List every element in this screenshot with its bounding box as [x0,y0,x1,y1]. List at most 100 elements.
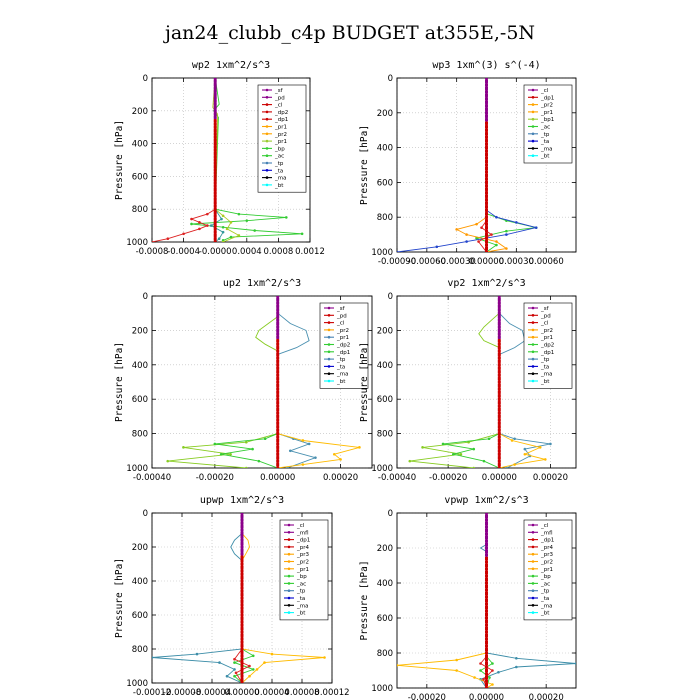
trunk-marker [213,237,217,241]
y-tick-label: 600 [377,395,393,405]
figure-title: jan24_clubb_c4p BUDGET at355E,-5N [163,22,535,44]
trunk-marker [485,513,488,515]
trunk-marker [213,96,217,100]
trunk-marker [240,633,244,637]
trunk-marker [276,308,280,312]
trunk-marker [213,142,217,146]
series-point-steelblue [233,668,236,671]
trunk-marker [485,233,488,237]
trunk-marker [485,135,488,139]
panel-title: wp3 1xm^(3) s^(-4) [432,60,540,71]
x-tick-label: 0.00012 [314,688,349,698]
legend-marker [327,350,331,354]
trunk-marker [213,89,217,93]
legend-box [523,519,573,621]
trunk-marker [213,165,217,169]
series-point-green [488,676,491,679]
trunk-marker [276,456,280,460]
trunk-marker [240,513,244,515]
series-point-blue [495,215,498,219]
series-point-red [233,657,236,661]
series-point-yellowgreen [421,446,424,449]
trunk-marker [485,184,488,188]
y-tick-label: 600 [132,172,148,182]
legend-marker [287,596,291,600]
trunk-marker [485,630,488,634]
series-line-green [214,296,279,468]
legend-marker [531,611,535,614]
series-point-red [152,240,154,242]
y-tick-label: 0 [388,292,393,302]
series-point-yellowgreen [244,440,248,444]
legend-entry: _pr1 [274,125,287,131]
trunk-marker [485,564,488,567]
series-point-green [495,243,498,247]
legend-marker [531,379,535,383]
series-point-green [491,662,494,665]
trunk-marker [485,662,488,665]
trunk-marker [485,173,488,177]
trunk-marker [485,114,488,118]
x-tick-label: 0.0008 [264,247,294,257]
x-tick-label: -0.00030 [438,257,476,267]
legend-entry: _ta [274,168,283,174]
legend-entry: _pd [540,313,551,319]
series-line-orange [277,296,360,468]
series-point-green [285,216,288,219]
trunk-marker [485,606,488,609]
y-tick-label: 600 [132,611,148,621]
trunk-marker [240,627,244,631]
trunk-marker [276,296,280,298]
legend-marker [531,574,535,578]
trunk-marker [240,674,244,678]
trunk-marker [240,525,244,529]
trunk-marker [497,404,501,408]
trunk-marker [213,168,217,172]
trunk-marker [276,311,280,315]
legend-marker [265,139,269,143]
trunk-marker [240,593,244,597]
legend-entry: _pr2 [274,132,287,138]
trunk-marker [485,536,488,539]
trunk-marker [485,226,488,230]
legend-marker [327,379,331,383]
y-axis-label: Pressure [hPa] [359,342,370,422]
legend-entry: _pr2 [540,560,553,566]
legend-entry: _pr2 [540,103,553,109]
trunk-marker [497,342,501,346]
trunk-marker [276,466,280,468]
y-tick-label: 200 [132,326,148,336]
legend-marker [265,176,269,179]
trunk-marker [240,542,244,546]
x-tick-label: -0.00020 [196,473,234,483]
y-tick-label: 1000 [371,248,393,258]
trunk-marker [485,592,488,595]
series-point-red [166,237,170,241]
series-point-red [190,217,193,221]
y-tick-label: 800 [132,645,148,655]
trunk-marker [485,243,488,247]
trunk-marker [240,610,244,614]
y-tick-label: 200 [132,107,148,117]
y-axis-label: Pressure [hPa] [359,560,370,640]
series-point-yellowgreen [229,452,232,456]
trunk-marker [213,197,217,201]
series-point-orange [475,222,478,226]
series-point-yellowgreen [229,221,233,224]
trunk-marker [497,346,501,350]
series-point-orange [544,458,547,461]
trunk-marker [240,559,244,563]
trunk-marker [276,325,280,329]
trunk-marker [485,191,488,195]
trunk-marker [497,449,501,453]
legend-marker [531,88,535,92]
legend-marker [531,589,535,592]
trunk-marker [276,346,280,350]
trunk-marker [276,408,280,412]
y-tick-label: 800 [132,430,148,440]
legend-entry: _bt [540,154,550,160]
trunk-marker [276,328,280,332]
series-point-teal [209,224,213,227]
legend-marker [327,365,331,368]
legend-marker [531,545,535,549]
